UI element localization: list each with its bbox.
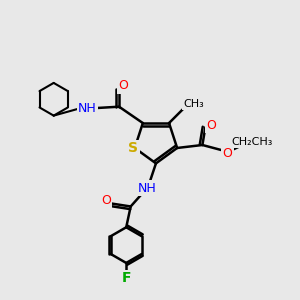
Text: O: O bbox=[118, 80, 128, 92]
Text: CH₃: CH₃ bbox=[183, 99, 204, 109]
Text: O: O bbox=[223, 147, 232, 160]
Text: O: O bbox=[101, 194, 111, 207]
Text: F: F bbox=[122, 272, 131, 285]
Text: S: S bbox=[128, 141, 138, 155]
Text: CH₂CH₃: CH₂CH₃ bbox=[231, 137, 273, 147]
Text: O: O bbox=[206, 119, 216, 132]
Text: NH: NH bbox=[78, 102, 97, 115]
Text: NH: NH bbox=[138, 182, 156, 194]
